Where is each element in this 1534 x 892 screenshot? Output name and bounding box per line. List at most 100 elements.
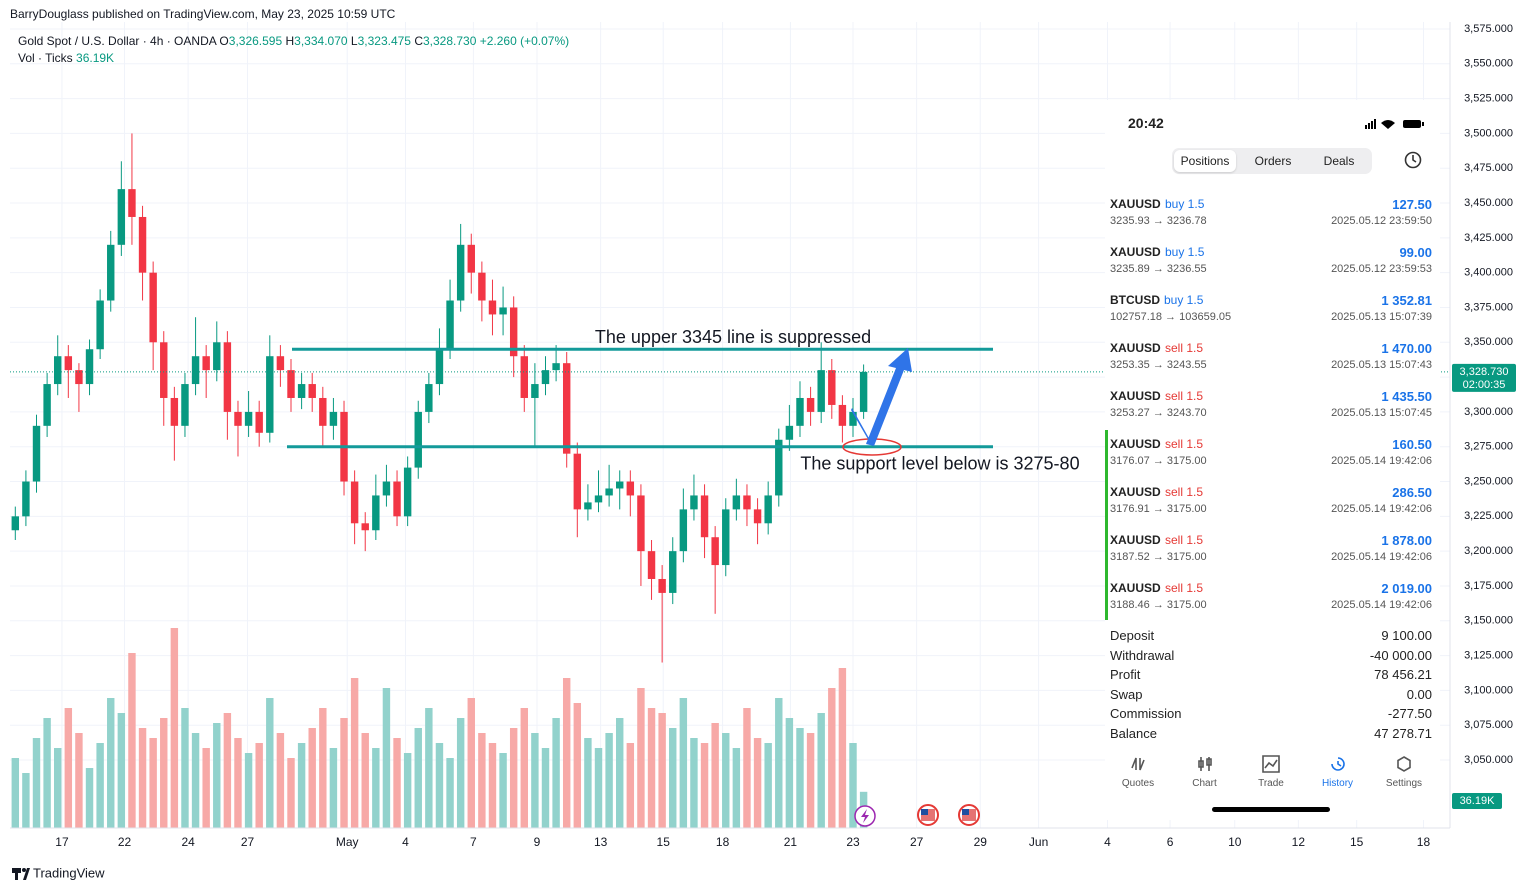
candle-body (22, 481, 30, 517)
volume-bar (403, 753, 412, 828)
nav-icon[interactable] (1195, 754, 1215, 774)
candle-body (838, 404, 847, 426)
y-tick-label: 3,375.000 (1464, 301, 1513, 313)
candle-body (96, 300, 104, 350)
y-tick-label: 3,275.000 (1464, 441, 1513, 453)
y-tick-label: 3,500.000 (1464, 127, 1513, 139)
history-icon[interactable] (1403, 150, 1423, 170)
summary-value: 78 456.21 (1374, 667, 1432, 682)
candle-body (297, 384, 306, 398)
nav-label[interactable]: Settings (1385, 778, 1423, 789)
y-tick-label: 3,150.000 (1464, 615, 1513, 627)
candle-body (584, 502, 592, 510)
candle-body (626, 481, 635, 496)
price-tag (1452, 363, 1516, 392)
volume-bar (584, 738, 592, 828)
nav-icon[interactable] (1128, 754, 1148, 774)
candle-body (202, 356, 210, 371)
summary-label: Balance (1110, 725, 1157, 741)
candle-body (456, 244, 465, 301)
candle-body (414, 411, 422, 468)
y-tick-label: 3,250.000 (1464, 475, 1513, 487)
ohlc-value: 3,326.595 (228, 34, 283, 48)
volume-bar (244, 753, 253, 828)
volume-bar (393, 738, 401, 828)
volume-bar (669, 728, 677, 828)
summary-value: -40 000.00 (1369, 647, 1432, 663)
candle-body (372, 495, 380, 531)
nav-icon[interactable] (1328, 754, 1348, 774)
volume-bar (372, 748, 380, 828)
position-symbol: XAUUSD (1110, 341, 1161, 355)
candle-body (531, 384, 539, 398)
summary-label: Deposit (1110, 628, 1155, 643)
countdown-label: 02:00:35 (1463, 379, 1506, 391)
volume-bar (266, 698, 274, 828)
candle-body (149, 272, 157, 343)
candle-body (594, 495, 603, 503)
x-tick-label: 22 (118, 835, 132, 849)
nav-label[interactable]: Quotes (1121, 778, 1155, 789)
volume-bar (128, 653, 136, 828)
tab[interactable]: Positions (1180, 154, 1230, 168)
y-tick-label: 3,425.000 (1464, 232, 1513, 244)
volume-bar (446, 758, 454, 828)
x-tick-label: May (336, 835, 359, 849)
candle-body (435, 349, 444, 385)
volume-bar (308, 728, 316, 828)
change: +2.260 (+0.07%) (479, 34, 570, 48)
volume-bar (594, 748, 603, 828)
volume-bar (350, 678, 359, 828)
volume-bar (22, 773, 30, 828)
position-prices: 3176.91 → 3175.00 (1110, 503, 1207, 515)
candle-body (562, 363, 571, 454)
volume-bar (732, 748, 741, 828)
tab[interactable]: Deals (1323, 154, 1355, 168)
x-tick-label: 15 (657, 835, 671, 849)
nav-icon[interactable] (1261, 754, 1281, 774)
volume-bar (234, 738, 242, 828)
volume-bar (637, 688, 645, 828)
volume-bar (181, 708, 189, 828)
volume-bar (764, 743, 772, 828)
candle-body (785, 425, 794, 440)
ohlc-label: C (414, 34, 423, 48)
status-icons (1365, 118, 1425, 130)
volume-bar (435, 743, 444, 828)
nav-label[interactable]: Chart (1192, 778, 1217, 789)
candle-body (806, 397, 815, 412)
candle-body (107, 244, 115, 301)
candles (11, 133, 868, 663)
x-tick-label: 10 (1228, 835, 1242, 849)
position-side: buy 1.5 (1164, 293, 1204, 307)
candle-body (403, 467, 412, 517)
y-tick-label: 3,300.000 (1464, 406, 1513, 418)
volume-bar (64, 708, 73, 828)
volume-value: 36.19K (76, 51, 115, 65)
volume-bar (297, 743, 306, 828)
candle-body (255, 411, 263, 433)
x-tick-label: 23 (846, 835, 860, 849)
position-time: 2025.05.14 19:42:06 (1331, 503, 1432, 515)
x-tick-label: 27 (910, 835, 924, 849)
candle-body (425, 384, 433, 412)
volume-bar (425, 708, 433, 828)
volume-bar (149, 738, 157, 828)
volume-bar (96, 743, 104, 828)
volume-bar (531, 733, 539, 828)
position-time: 2025.05.14 19:42:06 (1331, 455, 1432, 467)
candle-body (43, 384, 51, 426)
position-time: 2025.05.14 19:42:06 (1331, 551, 1432, 563)
candle-body (573, 453, 582, 510)
position-profit: 1 435.50 (1381, 389, 1432, 404)
volume-bar (552, 718, 560, 828)
nav-label[interactable]: History (1321, 778, 1354, 789)
candle-body (552, 363, 560, 371)
candle-body (669, 551, 677, 593)
candle-body (170, 397, 179, 426)
nav-icon[interactable] (1394, 754, 1414, 774)
tab[interactable]: Orders (1254, 154, 1292, 168)
publisher: BarryDouglass published on TradingView.c… (10, 7, 396, 21)
volume-bar (160, 718, 168, 828)
nav-label[interactable]: Trade (1258, 778, 1284, 789)
